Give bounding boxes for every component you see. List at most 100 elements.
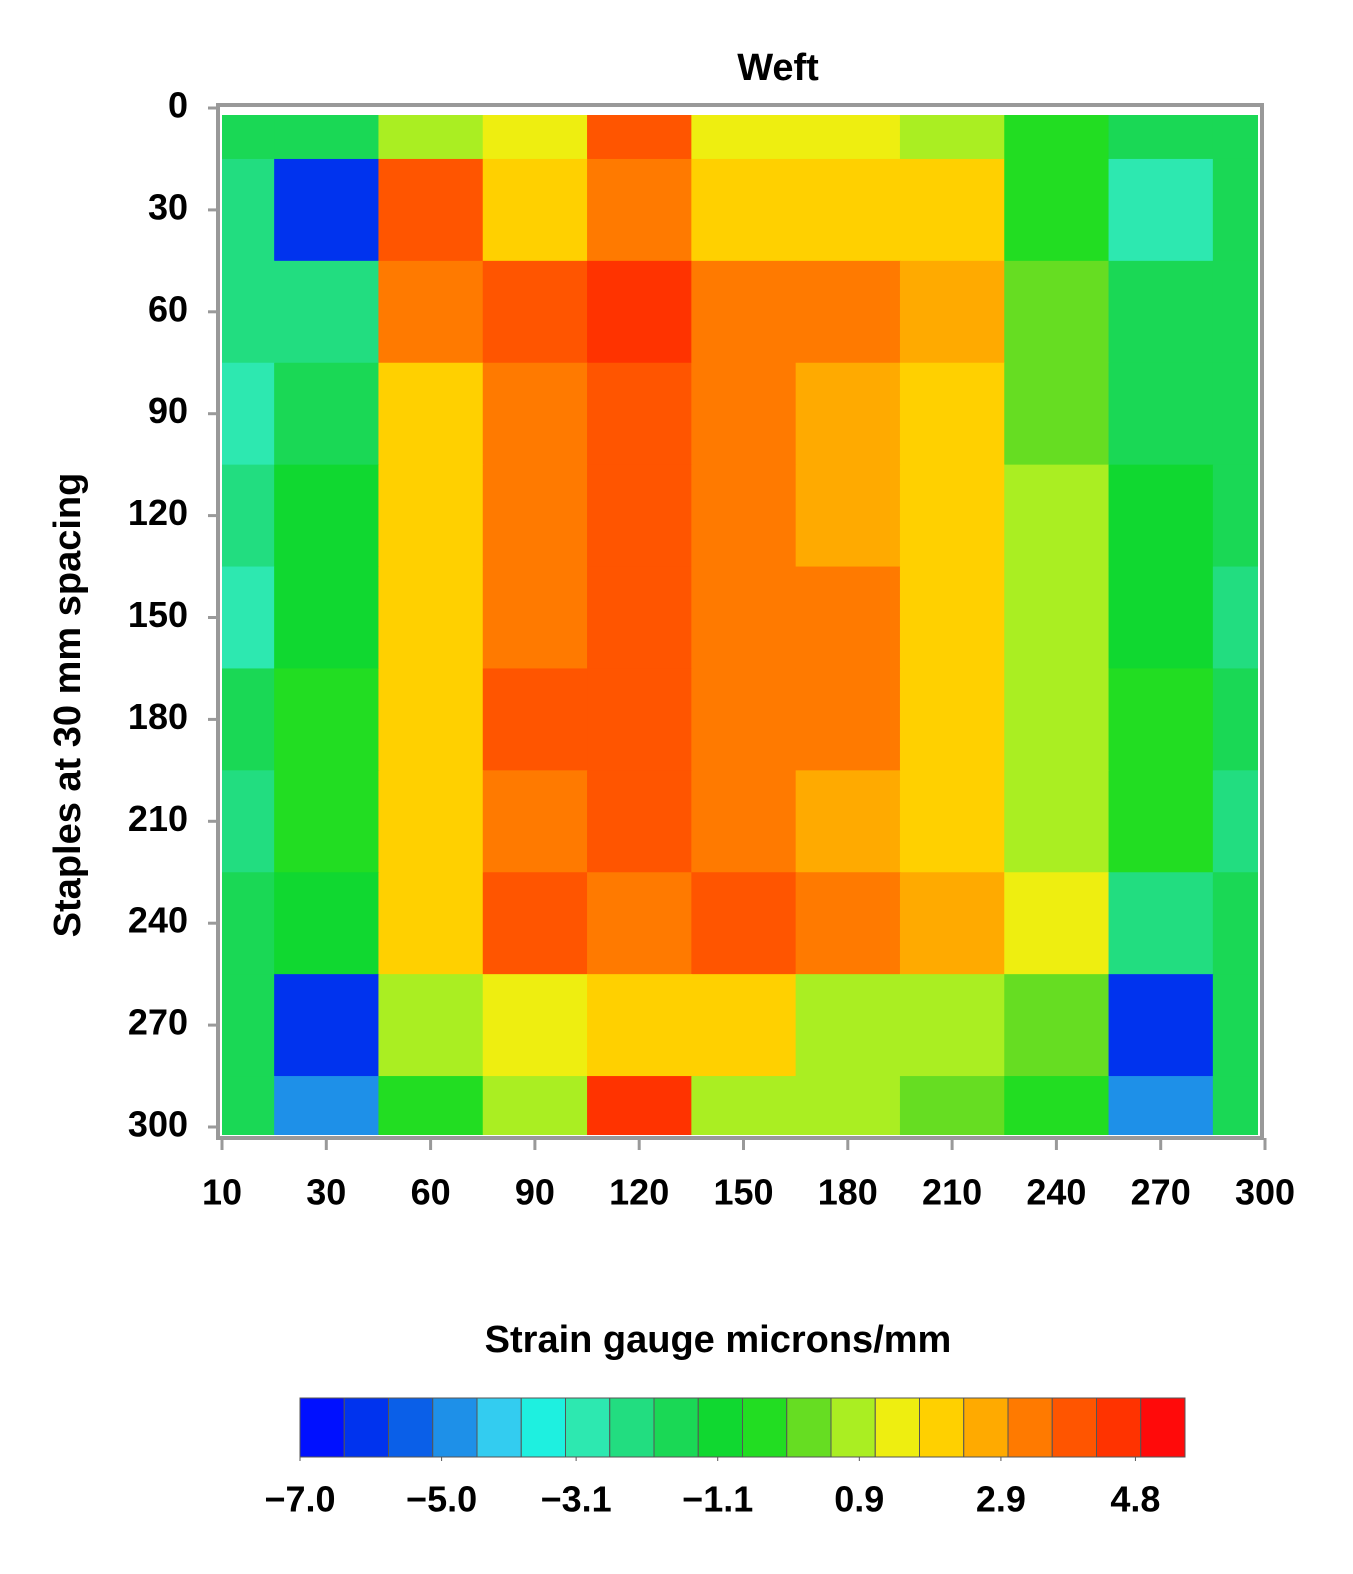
contour-cell [1108, 872, 1214, 975]
colorbar-swatch [1051, 1397, 1097, 1458]
contour-cell [1108, 260, 1214, 364]
contour-cell [1212, 872, 1258, 975]
contour-cell [378, 770, 484, 874]
contour-cell [899, 1076, 1006, 1135]
colorbar-title: Strain gauge microns/mm [485, 1319, 952, 1361]
contour-cell [795, 464, 901, 568]
contour-cell [482, 158, 588, 262]
contour-cell [274, 464, 380, 568]
contour-cell [691, 872, 797, 975]
contour-cell [482, 115, 588, 160]
x-tick-label: 60 [411, 1172, 451, 1213]
x-tick-label: 180 [818, 1172, 878, 1213]
contour-cell [587, 115, 693, 160]
y-tick-label: 0 [168, 85, 188, 126]
colorbar-swatch [520, 1397, 566, 1458]
contour-cell [378, 974, 484, 1077]
contour-cell [795, 770, 901, 874]
contour-cell [1108, 362, 1214, 466]
plot-frame [216, 103, 1264, 1140]
contour-cell [1004, 362, 1110, 466]
colorbar-swatch [388, 1397, 434, 1458]
contour-cell [274, 872, 380, 975]
contour-cell [1004, 1076, 1110, 1135]
contour-cell [222, 974, 275, 1077]
contour-cell [1004, 464, 1110, 568]
contour-cell [1212, 770, 1258, 874]
contour-cell [587, 1076, 693, 1135]
contour-cell [795, 260, 901, 364]
contour-cell [1212, 362, 1258, 466]
colorbar-swatch [299, 1397, 345, 1458]
contour-cell [274, 115, 380, 160]
contour-cell [1108, 566, 1214, 670]
contour-cell [274, 566, 380, 670]
x-tick-label: 270 [1131, 1172, 1191, 1213]
contour-cell [222, 872, 275, 975]
contour-cell [587, 770, 693, 874]
colorbar-swatch [343, 1397, 389, 1458]
contour-cell [274, 668, 380, 772]
contour-cell [378, 158, 484, 262]
contour-cell [691, 464, 797, 568]
contour-cell [899, 362, 1006, 466]
contour-cell [378, 115, 484, 160]
colorbar-swatch [697, 1397, 743, 1458]
contour-cell [482, 770, 588, 874]
y-tick-label: 120 [128, 492, 188, 533]
colorbar-swatch [963, 1397, 1009, 1458]
contour-cell [899, 668, 1006, 772]
y-tick-label: 300 [128, 1104, 188, 1145]
contour-cell [1108, 770, 1214, 874]
contour-cell [222, 115, 275, 160]
colorbar-swatch [653, 1397, 699, 1458]
contour-cell [795, 1076, 901, 1135]
contour-cell [587, 668, 693, 772]
contour-cell [378, 260, 484, 364]
contour-cell [1212, 974, 1258, 1077]
contour-cell [378, 1076, 484, 1135]
contour-cell [482, 464, 588, 568]
contour-cell [378, 566, 484, 670]
colorbar-tick-label: −7.0 [264, 1479, 335, 1520]
colorbar-swatch [1096, 1397, 1142, 1458]
colorbar-swatch [874, 1397, 920, 1458]
colorbar-tick-label: 0.9 [834, 1479, 884, 1520]
x-tick-label: 150 [713, 1172, 773, 1213]
colorbar-swatch [742, 1397, 788, 1458]
contour-cell [274, 770, 380, 874]
contour-cell [482, 362, 588, 466]
x-tick-label: 120 [609, 1172, 669, 1213]
contour-cell [691, 158, 797, 262]
contour-cell [1212, 1076, 1258, 1135]
contour-cell [274, 1076, 380, 1135]
contour-cell [691, 362, 797, 466]
colorbar-swatch [432, 1397, 478, 1458]
contour-cell [222, 770, 275, 874]
contour-cell [378, 464, 484, 568]
contour-cell [587, 158, 693, 262]
contour-cell [1212, 115, 1258, 160]
contour-cell [482, 260, 588, 364]
contour-cell [222, 260, 275, 364]
contour-cell [222, 1076, 275, 1135]
contour-cell [222, 362, 275, 466]
colorbar-swatch [830, 1397, 876, 1458]
x-tick-label: 10 [202, 1172, 242, 1213]
colorbar-swatch [786, 1397, 832, 1458]
x-tick-label: 300 [1235, 1172, 1295, 1213]
contour-cell [899, 974, 1006, 1077]
contour-cell [1212, 566, 1258, 670]
contour-cell [482, 668, 588, 772]
contour-cell [1004, 974, 1110, 1077]
contour-cell [222, 566, 275, 670]
contour-cell [795, 974, 901, 1077]
colorbar-swatch [919, 1397, 965, 1458]
contour-cell [378, 668, 484, 772]
x-tick-label: 30 [306, 1172, 346, 1213]
contour-cell [1108, 115, 1214, 160]
y-tick-label: 60 [148, 288, 188, 329]
contour-cell [587, 362, 693, 466]
